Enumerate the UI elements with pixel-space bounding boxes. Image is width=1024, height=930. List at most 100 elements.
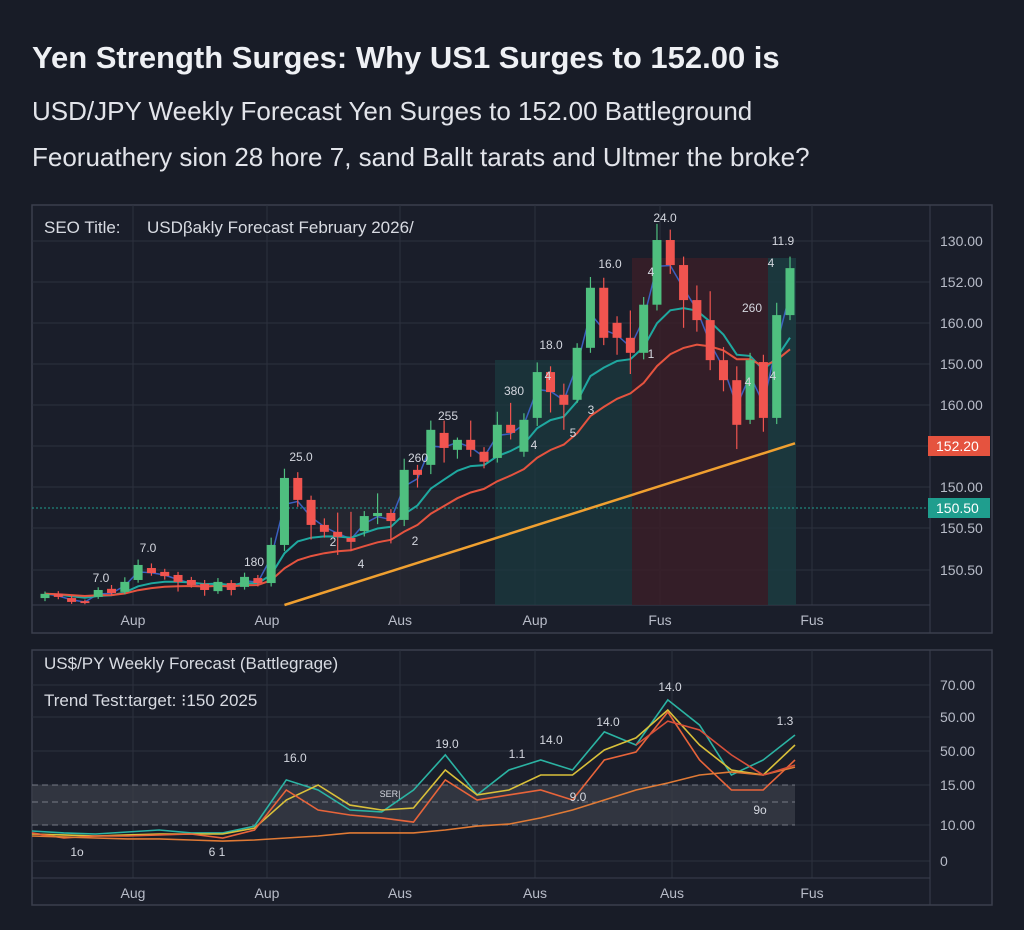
candle-body [186, 579, 196, 585]
y-tick-label: 70.00 [940, 677, 975, 693]
candle-body [240, 576, 250, 587]
annotation-label: 7.0 [140, 541, 157, 555]
annotation-label: 4 [648, 265, 655, 279]
candle-up [452, 437, 462, 459]
x-tick-label: Aus [523, 885, 547, 901]
annotation-label: 6 1 [209, 845, 226, 859]
candle-up [745, 352, 755, 425]
annotation-label: 19.0 [435, 737, 459, 751]
candle-body [346, 538, 356, 542]
annotation-label: 14.0 [596, 715, 620, 729]
candle-body [479, 451, 489, 462]
x-tick-label: Aup [255, 885, 280, 901]
y-tick-label: 50.00 [940, 709, 975, 725]
annotation-label: 24.0 [653, 211, 677, 225]
candle-down [333, 512, 343, 555]
annotation-label: 16.0 [598, 257, 622, 271]
candle-down [599, 277, 609, 346]
candle-up [652, 223, 662, 311]
y-tick-label: 15.00 [940, 777, 975, 793]
candle-down [80, 599, 90, 605]
y-tick-label: 10.00 [940, 817, 975, 833]
candle-down [386, 509, 396, 544]
annotation-label: 260 [408, 451, 428, 465]
x-tick-label: Aug [121, 885, 146, 901]
candle-body [639, 304, 649, 353]
candle-down [253, 574, 263, 587]
candle-body [625, 337, 635, 353]
candle-body [306, 499, 316, 525]
candle-up [133, 559, 143, 583]
grid: SER| [32, 650, 931, 905]
annotation-label: 1 [648, 347, 655, 361]
candle-body [585, 287, 595, 348]
x-tick-label: Fus [800, 885, 823, 901]
candle-down [439, 420, 449, 463]
candle-body [665, 240, 675, 266]
annotation-label: 1.3 [777, 714, 794, 728]
annotation-label: 180 [244, 555, 264, 569]
panel-subtitle: Trend Test:target: ⁝150 2025 [44, 691, 257, 710]
candle-down [718, 347, 728, 392]
y-tick-label: 150.50 [940, 562, 983, 578]
x-tick-label: Aus [388, 885, 412, 901]
candle-down [160, 568, 170, 580]
candle-body [466, 439, 476, 450]
annotation-label: 4 [768, 256, 775, 270]
y-tick-label: 160.00 [940, 315, 983, 331]
annotation-label: 4 [745, 375, 752, 389]
annotation-label: 7.0 [93, 571, 110, 585]
candle-body [333, 531, 343, 537]
candle-body [80, 601, 90, 604]
annotation-label: 25.0 [289, 450, 313, 464]
y-tick-label: 150.50 [940, 520, 983, 536]
candle-down [466, 420, 476, 457]
candle-body [120, 581, 130, 592]
candle-body [200, 583, 210, 590]
candles [40, 223, 795, 605]
candle-body [133, 564, 143, 580]
candle-up [639, 297, 649, 360]
candle-down [107, 584, 117, 596]
candle-body [107, 588, 117, 594]
candle-down [67, 596, 77, 604]
candle-body [519, 419, 529, 452]
x-tick-label: Aus [388, 612, 412, 628]
candle-body [599, 287, 609, 338]
candle-down [53, 591, 63, 600]
annotation-label: 2 [412, 534, 419, 548]
candle-down [319, 518, 329, 538]
candle-body [146, 568, 156, 574]
annotation-label: 1o [70, 845, 84, 859]
candle-body [546, 372, 556, 393]
annotation-label: 5 [570, 426, 577, 440]
series-line-4 [635, 720, 796, 776]
candle-down [200, 579, 210, 596]
candle-up [40, 591, 50, 602]
candle-up [373, 493, 383, 525]
y-tick-label: 152.00 [940, 274, 983, 290]
candle-body [732, 380, 742, 425]
candle-up [120, 577, 130, 595]
series-line-2 [31, 710, 796, 839]
candle-down [679, 256, 689, 328]
candle-up [785, 256, 795, 321]
candle-down [186, 576, 196, 588]
candle-down [506, 402, 516, 440]
candle-down [479, 447, 489, 469]
candle-body [413, 469, 422, 475]
candle-body [40, 593, 50, 599]
candle-body [532, 372, 542, 418]
y-tick-label: 150.00 [940, 356, 983, 372]
axes: 70.00 50.00 50.00 15.00 10.00 0 Aug Aup Aus Aus Au… [121, 677, 976, 901]
candle-down [612, 316, 622, 355]
annotation-label: 4 [531, 438, 538, 452]
candle-body [266, 544, 276, 584]
series-lines [31, 698, 796, 842]
candle-body [279, 477, 289, 545]
x-tick-label: Aup [255, 612, 280, 628]
annotation-label: 18.0 [539, 338, 563, 352]
annotation-label: 4 [770, 369, 777, 383]
annotation-label: 11.9 [772, 234, 795, 248]
candle-up [426, 420, 436, 475]
